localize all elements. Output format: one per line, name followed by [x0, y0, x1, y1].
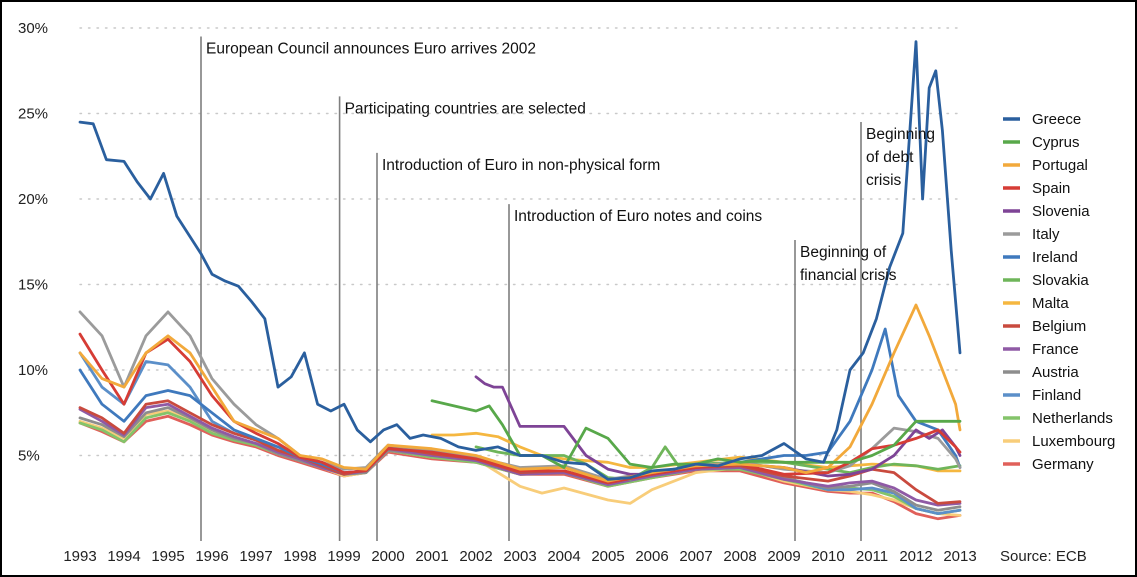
source-note: Source: ECB [1000, 548, 1087, 565]
x-tick-label: 2013 [943, 548, 976, 565]
legend-label: Slovenia [1032, 203, 1090, 220]
x-tick-label: 2004 [547, 548, 580, 565]
y-tick-label: 10% [18, 362, 48, 379]
legend-label: Spain [1032, 180, 1070, 197]
x-tick-label: 2012 [899, 548, 932, 565]
y-axis: 5% 10% 15% 20% 25% 30% [18, 20, 48, 465]
x-tick-label: 2003 [503, 548, 536, 565]
legend-label: France [1032, 341, 1079, 358]
annotation-text: Introduction of Euro in non-physical for… [382, 157, 660, 174]
legend-label: Netherlands [1032, 410, 1113, 427]
x-tick-label: 2000 [371, 548, 404, 565]
y-tick-label: 20% [18, 191, 48, 208]
series-line-spain [80, 334, 960, 483]
grid-lines [80, 28, 960, 456]
x-tick-label: 2007 [679, 548, 712, 565]
x-tick-label: 2008 [723, 548, 756, 565]
x-tick-label: 1998 [283, 548, 316, 565]
x-tick-label: 1995 [151, 548, 184, 565]
x-tick-label: 2005 [591, 548, 624, 565]
y-tick-label: 5% [18, 448, 40, 465]
legend-label: Greece [1032, 111, 1081, 128]
series-line-ireland [80, 329, 960, 483]
x-tick-label: 2006 [635, 548, 668, 565]
x-tick-label: 1993 [63, 548, 96, 565]
legend-label: Portugal [1032, 157, 1088, 174]
x-tick-label: 1999 [327, 548, 360, 565]
x-tick-label: 2009 [767, 548, 800, 565]
x-tick-label: 2001 [415, 548, 448, 565]
series-line-cyprus [432, 401, 960, 468]
legend-label: Luxembourg [1032, 433, 1115, 450]
legend-label: Belgium [1032, 318, 1086, 335]
annotation-text: Participating countries are selected [345, 100, 586, 117]
annotation-text: financial crisis [800, 267, 897, 284]
y-tick-label: 15% [18, 277, 48, 294]
legend-label: Austria [1032, 364, 1079, 381]
legend-label: Malta [1032, 295, 1069, 312]
annotation-text: European Council announces Euro arrives … [206, 41, 536, 58]
annotation-text: of debt [866, 149, 914, 166]
y-tick-label: 30% [18, 20, 48, 37]
x-tick-label: 2010 [811, 548, 844, 565]
y-tick-label: 25% [18, 106, 48, 123]
x-tick-label: 1994 [107, 548, 140, 565]
annotation-text: crisis [866, 172, 902, 189]
legend-label: Slovakia [1032, 272, 1089, 289]
legend-label: Ireland [1032, 249, 1078, 266]
annotation-text: Beginning [866, 126, 935, 143]
annotations: European Council announces Euro arrives … [206, 41, 935, 284]
annotation-text: Introduction of Euro notes and coins [514, 208, 762, 225]
x-tick-label: 2011 [856, 548, 888, 565]
legend-label: Cyprus [1032, 134, 1080, 151]
legend-label: Finland [1032, 387, 1081, 404]
x-tick-label: 2002 [459, 548, 492, 565]
x-axis: 1993 1994 1995 1996 1997 1998 1999 2000 2001 2002… [63, 548, 976, 565]
legend: Greece Cyprus Portugal Spain Slovenia Italy Ir… [1003, 111, 1115, 473]
legend-label: Germany [1032, 456, 1094, 473]
legend-label: Italy [1032, 226, 1060, 243]
x-tick-label: 1997 [239, 548, 272, 565]
annotation-text: Beginning of [800, 244, 887, 261]
x-tick-label: 1996 [195, 548, 228, 565]
